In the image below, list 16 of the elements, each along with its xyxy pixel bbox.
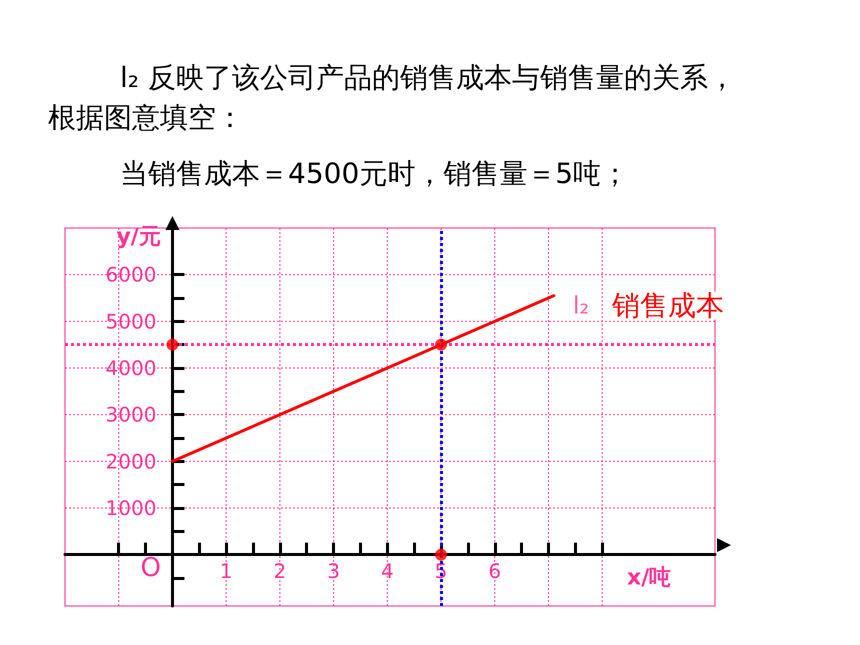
annotation: l₂ bbox=[572, 292, 590, 320]
x-tick-label: 6 bbox=[488, 559, 502, 584]
chart-title: l₂ 反映了该公司产品的销售成本与销售量的关系，根据图意填空： bbox=[48, 60, 737, 136]
x-axis-title: x/吨 bbox=[627, 566, 672, 591]
x-tick-label: 3 bbox=[327, 559, 340, 584]
y-tick-label: 2000 bbox=[106, 449, 156, 474]
y-tick-label: 4000 bbox=[106, 356, 156, 380]
x-tick-label: 2 bbox=[274, 559, 286, 584]
y-tick-label: 3000 bbox=[106, 402, 156, 427]
y-tick-label: 5000 bbox=[106, 309, 156, 334]
text: 销售成本 bbox=[610, 289, 724, 322]
x-tick-label: 4 bbox=[380, 559, 394, 584]
y-tick-label: 6000 bbox=[106, 262, 156, 287]
chart-subtitle: 当销售成本＝4500元时，销售量＝5吨； bbox=[120, 156, 630, 192]
annotation: O bbox=[140, 553, 161, 584]
y-tick-label: 1000 bbox=[106, 496, 156, 520]
